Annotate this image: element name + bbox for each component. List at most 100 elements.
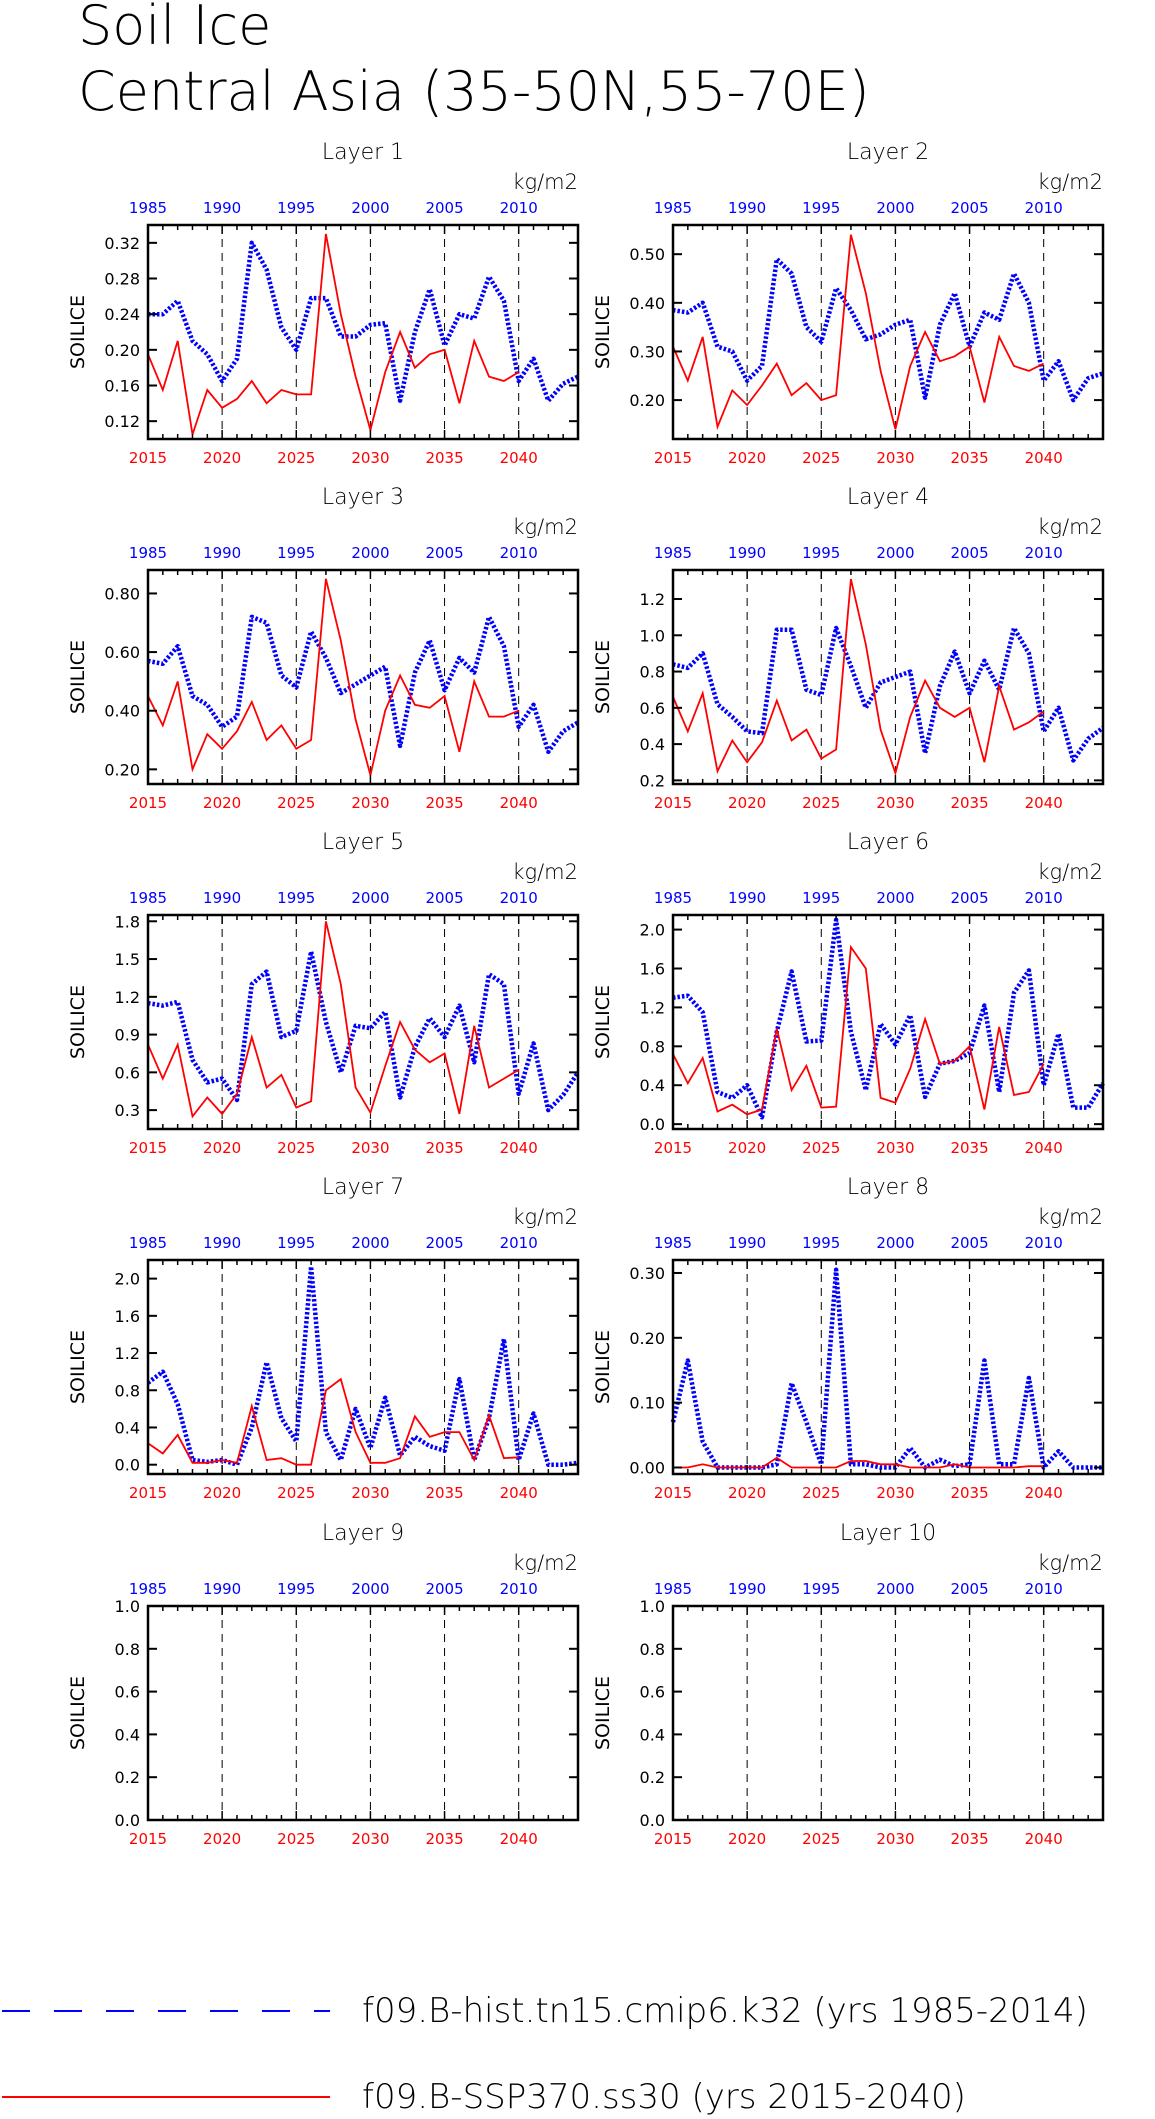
y-tick-label: 0.4 <box>640 735 665 754</box>
units-label: kg/m2 <box>1037 1205 1103 1229</box>
y-tick-label: 2.0 <box>115 1270 140 1289</box>
bottom-tick-label: 2030 <box>876 1484 914 1502</box>
bottom-tick-label: 2025 <box>277 1484 315 1502</box>
y-tick-label: 0.6 <box>115 1063 140 1082</box>
bottom-tick-label: 2040 <box>1025 794 1063 812</box>
top-tick-label: 2010 <box>500 544 538 562</box>
bottom-tick-label: 2030 <box>351 1830 389 1848</box>
panel-title: Layer 7 <box>322 1175 404 1200</box>
y-tick-label: 1.2 <box>640 998 665 1017</box>
top-tick-label: 1985 <box>129 1580 167 1598</box>
top-tick-label: 2005 <box>950 199 988 217</box>
y-axis-label: SOILICE <box>592 1330 614 1404</box>
y-tick-label: 0.20 <box>629 391 665 410</box>
y-tick-label: 0.2 <box>640 1768 665 1787</box>
top-tick-label: 1985 <box>654 544 692 562</box>
bottom-tick-label: 2030 <box>876 1830 914 1848</box>
bottom-tick-label: 2030 <box>876 1139 914 1157</box>
bottom-tick-label: 2015 <box>654 449 692 467</box>
top-tick-label: 2005 <box>425 889 463 907</box>
top-tick-label: 2000 <box>351 889 389 907</box>
chart-panel-3: 0.20 0.40 0.60 0.80 2015 2020 2025 2030 2035 2040… <box>67 485 580 812</box>
top-tick-label: 1990 <box>203 199 241 217</box>
figure-title-line1: Soil Ice <box>78 0 271 57</box>
top-tick-label: 1990 <box>728 1234 766 1252</box>
bottom-tick-label: 2020 <box>203 794 241 812</box>
top-tick-label: 2010 <box>1025 889 1063 907</box>
bottom-tick-label: 2035 <box>950 1484 988 1502</box>
panel-title: Layer 5 <box>322 830 404 855</box>
y-tick-label: 0.8 <box>640 1640 665 1659</box>
bottom-tick-label: 2020 <box>728 1139 766 1157</box>
y-tick-label: 0.32 <box>104 234 140 253</box>
y-tick-label: 0.00 <box>629 1459 665 1478</box>
ssp-series-line <box>147 1377 519 1466</box>
top-tick-label: 1985 <box>129 199 167 217</box>
top-tick-label: 2010 <box>500 1580 538 1598</box>
y-tick-label: 0.60 <box>104 643 140 662</box>
top-tick-label: 1985 <box>654 889 692 907</box>
plot-frame <box>146 223 580 441</box>
bottom-tick-label: 2025 <box>802 1139 840 1157</box>
top-tick-label: 2005 <box>950 889 988 907</box>
top-tick-label: 2005 <box>950 1234 988 1252</box>
bottom-tick-label: 2015 <box>654 1139 692 1157</box>
y-tick-label: 0.0 <box>115 1456 140 1475</box>
hist-series-line <box>147 614 580 755</box>
bottom-tick-label: 2025 <box>277 1830 315 1848</box>
top-tick-label: 1995 <box>277 889 315 907</box>
top-tick-label: 2010 <box>500 199 538 217</box>
y-axis-label: SOILICE <box>67 985 89 1059</box>
top-tick-label: 2000 <box>351 199 389 217</box>
plot-frame <box>671 1604 1105 1822</box>
y-tick-label: 1.6 <box>640 960 665 979</box>
bottom-tick-label: 2040 <box>1025 449 1063 467</box>
top-tick-label: 1990 <box>203 1234 241 1252</box>
top-tick-label: 1990 <box>728 544 766 562</box>
ssp-series-line <box>672 578 1045 777</box>
top-tick-label: 1990 <box>728 1580 766 1598</box>
top-tick-label: 1990 <box>728 199 766 217</box>
top-tick-label: 1995 <box>802 199 840 217</box>
y-tick-label: 0.2 <box>640 771 665 790</box>
panel-title: Layer 3 <box>322 485 404 510</box>
panel-grid: 0.12 0.16 0.20 0.24 0.28 0.32 2015 2020 2025 2030… <box>67 140 1105 1848</box>
chart-panel-8: 0.00 0.10 0.20 0.30 2015 2020 2025 2030 2035 2040… <box>592 1175 1105 1502</box>
bottom-tick-label: 2015 <box>129 449 167 467</box>
top-tick-label: 2005 <box>425 1580 463 1598</box>
top-tick-label: 1995 <box>277 1580 315 1598</box>
y-axis-label: SOILICE <box>67 295 89 369</box>
bottom-tick-label: 2025 <box>277 794 315 812</box>
y-axis-label: SOILICE <box>67 1676 89 1750</box>
bottom-tick-label: 2035 <box>425 1484 463 1502</box>
y-tick-label: 0.8 <box>115 1381 140 1400</box>
chart-panel-6: 0.0 0.4 0.8 1.2 1.6 2.0 2015 2020 2025 2030 2035 20… <box>592 830 1105 1157</box>
bottom-tick-label: 2025 <box>802 1830 840 1848</box>
bottom-tick-label: 2015 <box>129 1830 167 1848</box>
top-tick-label: 2000 <box>876 199 914 217</box>
top-tick-label: 1995 <box>277 199 315 217</box>
y-tick-label: 0.4 <box>115 1418 140 1437</box>
hist-series-line <box>672 256 1104 403</box>
bottom-tick-label: 2035 <box>425 449 463 467</box>
plot-frame <box>671 568 1105 786</box>
units-label: kg/m2 <box>1037 860 1103 884</box>
bottom-tick-label: 2015 <box>129 1484 167 1502</box>
y-tick-label: 0.12 <box>104 412 140 431</box>
hist-series-line <box>147 949 580 1113</box>
bottom-tick-label: 2020 <box>203 1139 241 1157</box>
bottom-tick-label: 2035 <box>425 1830 463 1848</box>
y-tick-label: 0.50 <box>629 245 665 264</box>
bottom-tick-label: 2020 <box>728 1484 766 1502</box>
bottom-tick-label: 2020 <box>203 1484 241 1502</box>
bottom-tick-label: 2015 <box>654 1484 692 1502</box>
y-axis-label: SOILICE <box>67 1330 89 1404</box>
bottom-tick-label: 2040 <box>500 1830 538 1848</box>
top-tick-label: 2000 <box>876 1580 914 1598</box>
y-tick-label: 1.0 <box>640 626 665 645</box>
top-tick-label: 2000 <box>351 1234 389 1252</box>
y-axis-label: SOILICE <box>592 295 614 369</box>
y-tick-label: 0.24 <box>104 305 140 324</box>
units-label: kg/m2 <box>1037 515 1103 539</box>
y-tick-label: 1.5 <box>115 950 140 969</box>
